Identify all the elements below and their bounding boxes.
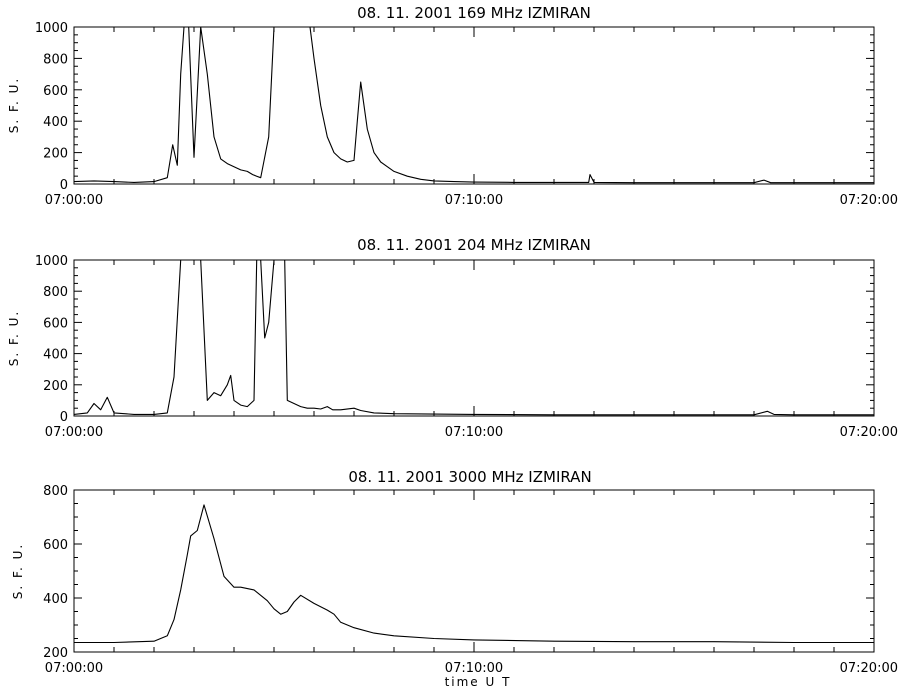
y-axis-label: S. F. U. [7,310,21,366]
x-tick-label: 07:20:00 [840,193,898,208]
y-tick-label: 800 [43,484,68,499]
x-tick-label: 07:10:00 [445,193,503,208]
x-axis-label: time U T [445,675,512,689]
x-tick-label: 07:00:00 [45,661,103,676]
y-tick-label: 600 [43,538,68,553]
y-tick-label: 1000 [35,21,68,36]
axis-ticks: 0 200 400 600 800 1000 07:00:00 07:10:00 07:20:0… [35,21,898,208]
x-tick-label: 07:20:00 [840,661,898,676]
y-tick-label: 400 [43,348,68,363]
series-line [73,259,874,416]
y-tick-label: 200 [43,147,68,162]
y-tick-label: 200 [43,379,68,394]
y-tick-label: 600 [43,84,68,99]
y-axis-label: S. F. U. [11,543,25,599]
series-line [74,504,874,644]
y-tick-label: 800 [43,285,68,300]
y-tick-label: 200 [43,646,68,661]
x-tick-label: 07:00:00 [45,425,103,440]
chart-title: 08. 11. 2001 3000 MHz IZMIRAN [348,468,591,486]
x-tick-label: 07:00:00 [45,193,103,208]
axis-ticks: 200 400 600 800 07:00:00 07:10:00 07:20:00 [43,484,898,676]
y-axis-label: S. F. U. [7,77,21,133]
chart-panel-169mhz: 08. 11. 2001 169 MHz IZMIRAN S. F. U. 0 2… [7,4,898,208]
axis-ticks: 0 200 400 600 800 1000 07:00:00 07:10:00 07:20:0… [35,254,898,440]
y-tick-label: 0 [60,410,68,425]
chart-panel-3000mhz: 08. 11. 2001 3000 MHz IZMIRAN S. F. U. t… [11,468,898,689]
chart-title: 08. 11. 2001 169 MHz IZMIRAN [357,4,591,22]
chart-title: 08. 11. 2001 204 MHz IZMIRAN [357,236,591,254]
x-tick-label: 07:10:00 [445,425,503,440]
y-tick-label: 400 [43,592,68,607]
chart-panel-204mhz: 08. 11. 2001 204 MHz IZMIRAN S. F. U. 0 2… [7,236,898,440]
y-tick-label: 400 [43,115,68,130]
plot-frame [73,489,875,653]
x-tick-label: 07:10:00 [445,661,503,676]
series-line [73,26,874,184]
y-tick-label: 600 [43,316,68,331]
x-tick-label: 07:20:00 [840,425,898,440]
y-tick-label: 800 [43,52,68,67]
plot-frame [73,26,875,185]
y-tick-label: 0 [60,178,68,193]
y-tick-label: 1000 [35,254,68,269]
plot-frame [73,259,875,417]
